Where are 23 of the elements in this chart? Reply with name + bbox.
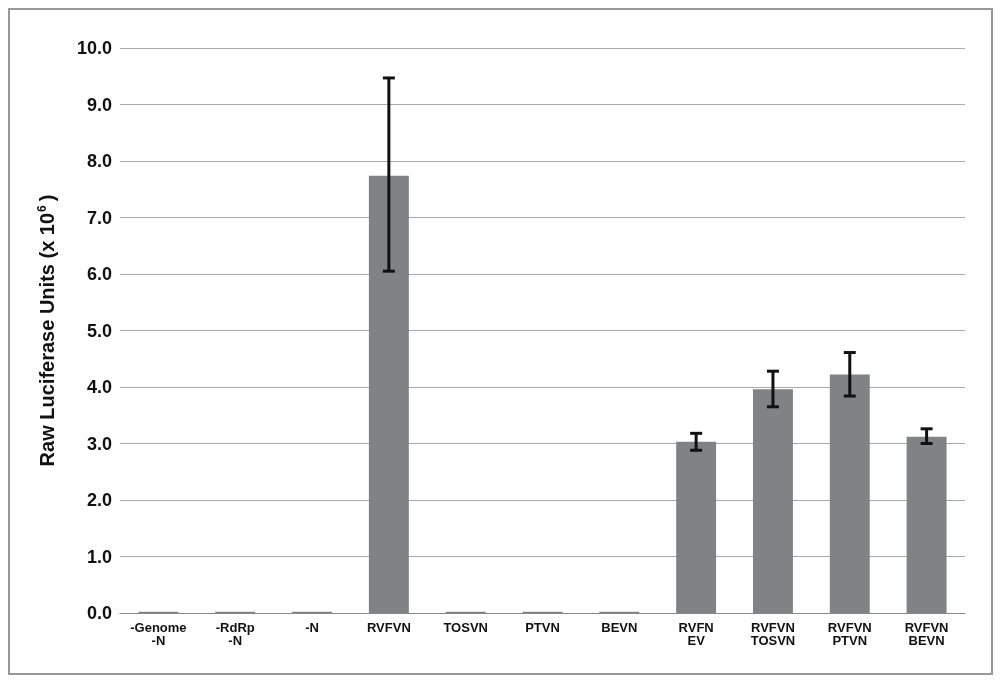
x-tick-label: BEVN (601, 620, 638, 635)
y-tick-label: 2.0 (86, 490, 112, 510)
x-tick-label: RVFN EV (678, 620, 714, 648)
y-tick-label: 8.0 (86, 151, 112, 171)
y-tick-label: 3.0 (86, 433, 112, 454)
y-tick-label: 10.0 (76, 38, 112, 58)
y-tick-label: 1.0 (86, 546, 112, 567)
x-tick-label: -Genome -N (130, 620, 187, 648)
y-tick-label: 5.0 (86, 320, 112, 341)
y-axis-title: Raw Luciferase Units (x 106) (35, 194, 58, 467)
y-tick-label: 6.0 (86, 264, 112, 284)
x-tick-label: -RdRp -N (215, 620, 255, 648)
x-tick-label: RVFVN TOSVN (750, 620, 796, 648)
x-tick-label: PTVN (525, 620, 560, 635)
y-tick-label: 9.0 (86, 94, 112, 115)
y-tick-label: 7.0 (86, 207, 112, 228)
y-tick-label: 4.0 (86, 377, 112, 397)
x-tick-label: RVFVN BEVN (904, 620, 949, 648)
x-tick-label: -N (305, 620, 319, 635)
x-tick-label: TOSVN (443, 620, 488, 635)
y-tick-label: 0.0 (86, 603, 112, 623)
x-tick-label: RVFVN (366, 620, 411, 635)
x-tick-label: RVFVN PTVN (827, 620, 872, 648)
